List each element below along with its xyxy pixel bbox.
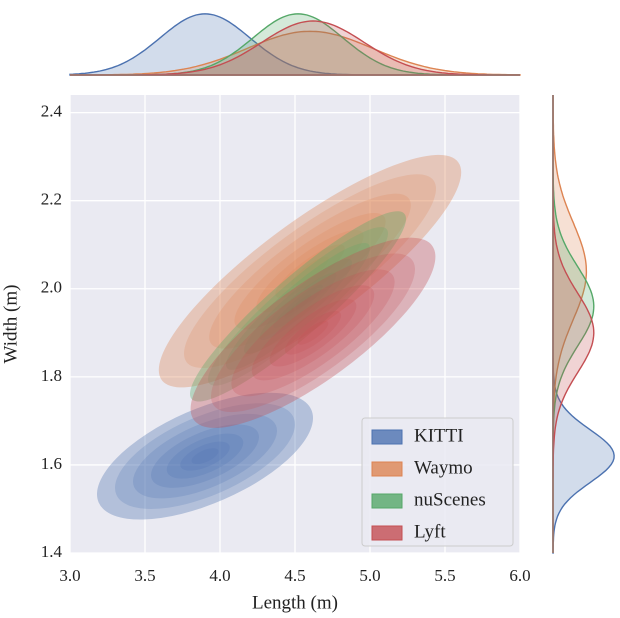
kde-contour <box>191 448 219 465</box>
x-tick-label: 5.5 <box>434 566 455 585</box>
legend-label: Waymo <box>414 457 473 478</box>
y-tick-label: 2.4 <box>41 102 63 121</box>
kde-contours <box>158 154 462 388</box>
x-tick-label: 3.0 <box>59 566 80 585</box>
kde-contour <box>284 294 312 319</box>
legend-swatch <box>371 461 403 477</box>
kde-contour <box>297 320 329 345</box>
kde-contour <box>210 253 416 413</box>
kde-contour <box>273 284 323 329</box>
legend-swatch <box>371 525 403 541</box>
x-marginal-density <box>70 30 521 76</box>
y-tick-label: 2.0 <box>41 278 62 297</box>
legend-label: nuScenes <box>414 489 486 510</box>
legend-label: KITTI <box>414 425 464 446</box>
y-tick-label: 1.8 <box>41 366 62 385</box>
kde-contour <box>244 258 352 354</box>
legend-swatch <box>371 429 403 445</box>
kde-contours <box>190 237 436 428</box>
kde-contour <box>259 272 337 341</box>
legend-swatch <box>371 493 403 509</box>
y-tick-label: 1.6 <box>41 454 62 473</box>
kde-contour <box>132 413 278 499</box>
kde-contour <box>231 269 395 397</box>
kde-contours <box>97 392 313 520</box>
y-tick-label: 1.4 <box>41 542 63 561</box>
y-axis-label: Width (m) <box>0 285 21 364</box>
x-tick-label: 3.5 <box>134 566 155 585</box>
kde-contour <box>275 244 345 298</box>
x-tick-label: 5.0 <box>359 566 380 585</box>
kde-contour <box>180 441 230 471</box>
kde-contour <box>115 403 295 509</box>
kde-contour <box>166 433 244 479</box>
x-tick-label: 4.5 <box>284 566 305 585</box>
kde-contour <box>226 242 370 370</box>
kde-contour <box>97 392 313 520</box>
x-tick-label: 4.0 <box>209 566 230 585</box>
kde-contour <box>158 154 462 388</box>
kde-contours <box>190 211 406 402</box>
kde-contour <box>208 227 388 386</box>
kde-contour <box>269 299 357 367</box>
kde-contour <box>291 256 329 286</box>
x-axis-label: Length (m) <box>252 592 338 613</box>
kde-contour <box>190 237 436 428</box>
kde-contour <box>234 213 386 330</box>
kde-contour <box>284 311 342 355</box>
legend-box <box>361 417 514 547</box>
legend-label: Lyft <box>414 521 446 542</box>
kde-contour <box>184 174 436 369</box>
kde-contour <box>209 193 411 349</box>
kde-contour <box>190 211 406 402</box>
y-tick-label: 2.2 <box>41 190 62 209</box>
kde-contour <box>251 285 375 381</box>
kde-contour <box>151 424 259 488</box>
x-tick-label: 6.0 <box>509 566 530 585</box>
kde-contour <box>256 229 364 313</box>
